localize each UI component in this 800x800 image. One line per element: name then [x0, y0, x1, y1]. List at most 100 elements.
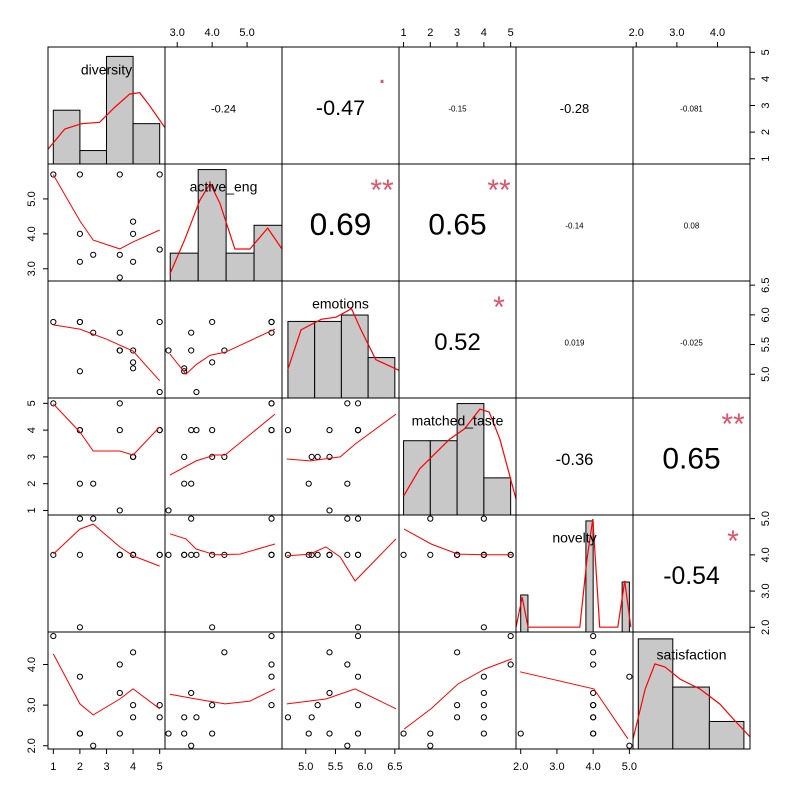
scatter-point [209, 702, 216, 709]
scatter-point [76, 258, 84, 265]
histogram-bar [287, 320, 316, 399]
scatter-point [305, 730, 312, 737]
scatter-point [50, 400, 57, 407]
x-tick-label: 1 [400, 27, 406, 39]
scatter-point [354, 515, 362, 522]
smooth-line [52, 523, 160, 567]
scatter-point [590, 689, 597, 697]
y-tick-label: 5 [26, 400, 38, 406]
scatter-point [188, 742, 195, 749]
variable-name: matched_taste [412, 413, 504, 429]
scatter-point [480, 730, 487, 737]
variable-name: satisfaction [656, 647, 726, 663]
density-line [632, 663, 751, 740]
scatter-point [188, 347, 195, 354]
scatter-point [193, 551, 200, 558]
scatter-point [268, 318, 275, 326]
scatter-point [354, 624, 362, 631]
scatter-point [50, 318, 57, 326]
scatter-point [129, 258, 137, 265]
correlation-value: -0.081 [680, 105, 703, 114]
panel-frame [164, 397, 283, 516]
scatter-point [129, 551, 137, 558]
significance-stars: ** [487, 174, 511, 207]
correlation-value: 0.019 [564, 339, 585, 348]
smooth-line [52, 403, 161, 456]
x-tick-label: 5.5 [328, 761, 343, 773]
scatter-point [193, 427, 200, 434]
variable-name: diversity [81, 62, 132, 78]
correlation-value: 0.65 [428, 208, 486, 241]
scatter-point [354, 730, 362, 737]
y-tick-label: 5.5 [760, 337, 772, 352]
scatter-point [344, 515, 351, 522]
correlation-value: -0.47 [316, 95, 365, 120]
scatter-point [165, 730, 172, 737]
y-tick-label: 3.0 [26, 697, 38, 712]
scatter-point [181, 453, 188, 461]
y-tick-label: 2.0 [26, 738, 38, 753]
scatter-point [181, 730, 188, 737]
scatter-point [221, 453, 228, 461]
scatter-point [188, 551, 195, 558]
smooth-line [169, 413, 276, 476]
scatter-point [453, 649, 461, 656]
panel-frame [47, 514, 166, 633]
scatter-point [308, 551, 315, 558]
density-line [169, 182, 283, 275]
y-tick-label: 5.0 [26, 191, 38, 206]
x-tick-label: 2 [77, 761, 83, 773]
histogram-bar [672, 686, 710, 750]
correlation-value: 0.65 [662, 442, 720, 475]
y-tick-label: 4.0 [26, 226, 38, 241]
x-tick-label: 5.0 [622, 761, 637, 773]
scatter-point [427, 515, 434, 522]
smooth-line [403, 528, 512, 556]
x-tick-label: 3 [454, 27, 460, 39]
correlation-value: -0.025 [680, 339, 703, 348]
scatter-point [209, 427, 216, 434]
significance-stars: * [493, 291, 505, 324]
scatter-point [76, 480, 84, 487]
scatter-point [626, 742, 633, 749]
y-tick-label: 3 [760, 102, 772, 108]
y-tick-label: 3 [26, 454, 38, 460]
smooth-line [52, 174, 160, 250]
scatter-point [129, 218, 137, 225]
scatter-point [156, 246, 163, 253]
panel-frame [47, 397, 166, 516]
scatter-point [165, 507, 172, 514]
scatter-point [76, 673, 84, 680]
y-tick-label: 6.5 [760, 278, 772, 293]
x-tick-label: 5 [157, 761, 163, 773]
scatter-point [344, 742, 351, 749]
scatter-point [268, 329, 275, 336]
y-tick-label: 2.0 [760, 620, 772, 635]
scatter-point [156, 318, 163, 326]
panel-frame [398, 514, 517, 633]
variable-name: active_eng [190, 179, 258, 195]
scatter-point [354, 400, 362, 407]
scatter-point [480, 624, 487, 631]
scatter-point [181, 480, 188, 487]
scatter-point [188, 480, 195, 487]
scatter-point [76, 515, 84, 522]
x-tick-label: 3.0 [669, 27, 684, 39]
scatter-point [590, 649, 597, 656]
scatter-point [427, 742, 434, 749]
scatter-point [284, 551, 292, 558]
x-tick-label: 4 [130, 761, 136, 773]
scatter-point [268, 515, 275, 522]
scatter-point [116, 329, 123, 336]
scatter-point [268, 551, 275, 558]
scatter-point [209, 318, 216, 326]
scatter-point [400, 551, 407, 558]
scatter-point [50, 632, 57, 640]
scatter-point [76, 171, 84, 178]
scatter-point [188, 515, 195, 522]
scatter-point [268, 673, 275, 680]
scatter-point [344, 661, 351, 668]
y-tick-label: 5.0 [760, 367, 772, 382]
scatter-point [453, 551, 461, 558]
scatter-point [453, 702, 461, 709]
